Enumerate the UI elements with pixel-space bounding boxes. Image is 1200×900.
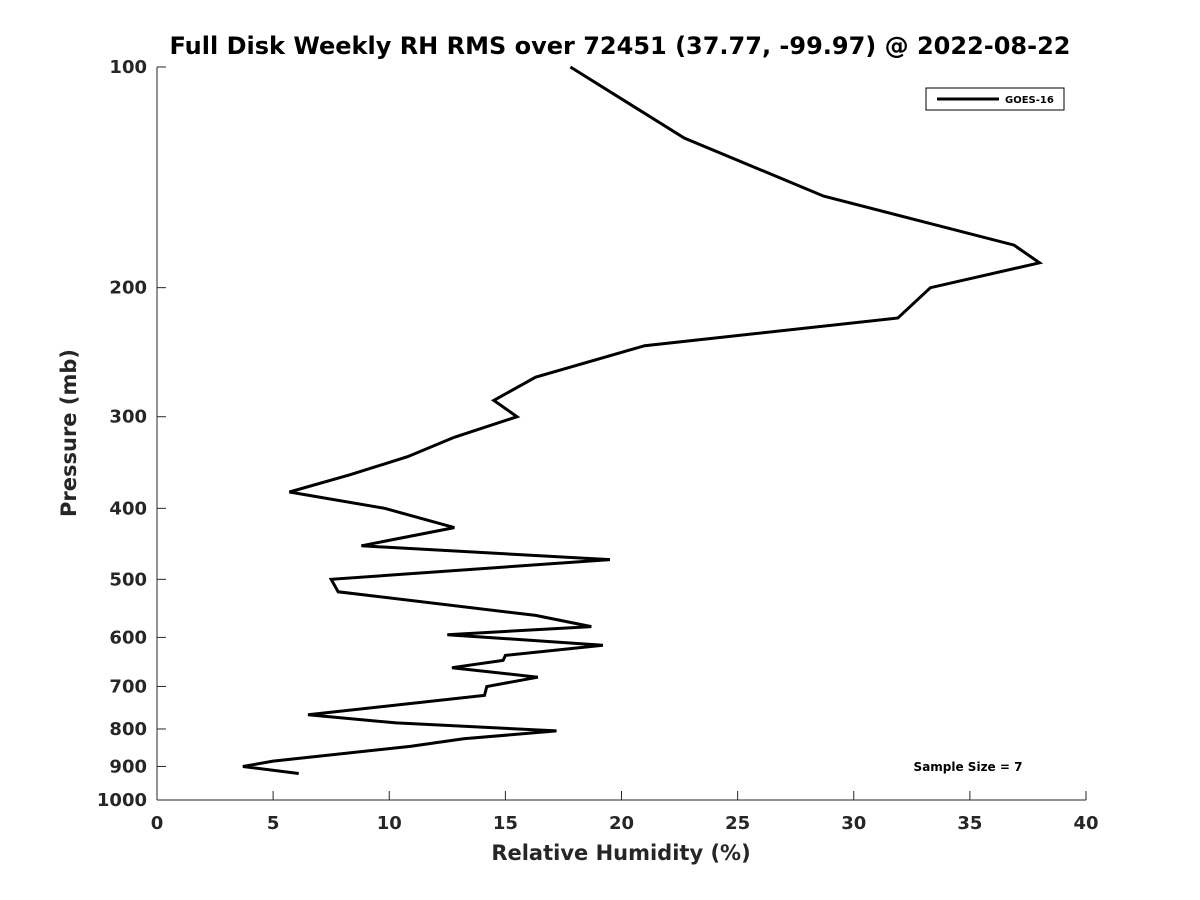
y-tick-label: 100 [109,57,147,78]
x-tick-label: 40 [1073,813,1098,834]
y-tick-label: 500 [109,569,147,590]
x-tick-label: 25 [725,813,750,834]
y-tick-label: 200 [109,278,147,299]
ticks: 0 5 10 15 20 25 30 35 40 100 200 300 400 500 600 700 800… [97,57,1099,834]
y-tick-label: 300 [109,407,147,428]
x-tick-label: 5 [267,813,280,834]
y-tick-label: 400 [109,498,147,519]
x-tick-label: 30 [841,813,866,834]
y-axis-label: Pressure (mb) [57,349,81,517]
y-tick-label: 900 [109,756,147,777]
legend-entry-goes-16: GOES-16 [1005,95,1054,106]
y-tick-label: 700 [109,676,147,697]
sample-size-annotation: Sample Size = 7 [914,760,1023,774]
x-tick-label: 20 [609,813,634,834]
series-line-goes-16 [242,65,1044,775]
y-tick-label: 1000 [97,790,147,811]
y-tick-label: 600 [109,627,147,648]
series-layer [242,65,1044,775]
chart-title: Full Disk Weekly RH RMS over 72451 (37.7… [169,32,1070,60]
x-axis-label: Relative Humidity (%) [491,841,750,865]
x-tick-label: 35 [957,813,982,834]
plot-area [157,67,1086,800]
legend: GOES-16 [925,87,1065,111]
x-tick-label: 10 [377,813,402,834]
x-tick-label: 15 [493,813,518,834]
y-tick-label: 800 [109,719,147,740]
x-tick-label: 0 [151,813,164,834]
